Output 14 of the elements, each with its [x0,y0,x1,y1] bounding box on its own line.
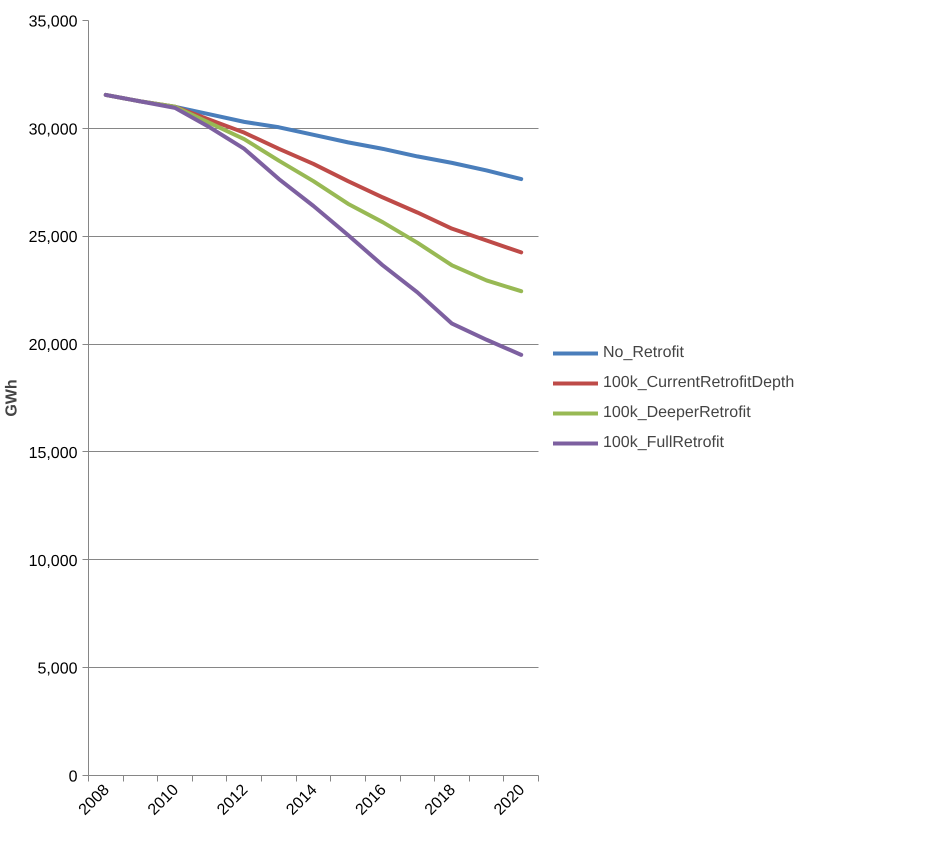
y-tick-label: 5,000 [37,660,78,678]
y-tick-label: 20,000 [28,337,78,354]
legend-label: 100k_FullRetrofit [603,434,724,452]
y-tick-label: 15,000 [28,444,78,462]
y-tick-label: 0 [68,768,78,786]
legend-label: 100k_DeeperRetrofit [603,404,751,422]
y-tick-label: 35,000 [28,14,78,30]
line-series [104,92,524,357]
legend-label: 100k_CurrentRetrofitDepth [603,374,794,392]
y-axis-title: GWh [4,379,21,417]
y-tick-label: 25,000 [28,229,78,246]
y-tick-label: 30,000 [28,121,78,138]
legend-label: No_Retrofit [603,344,684,362]
y-tick-label: 10,000 [28,552,78,570]
